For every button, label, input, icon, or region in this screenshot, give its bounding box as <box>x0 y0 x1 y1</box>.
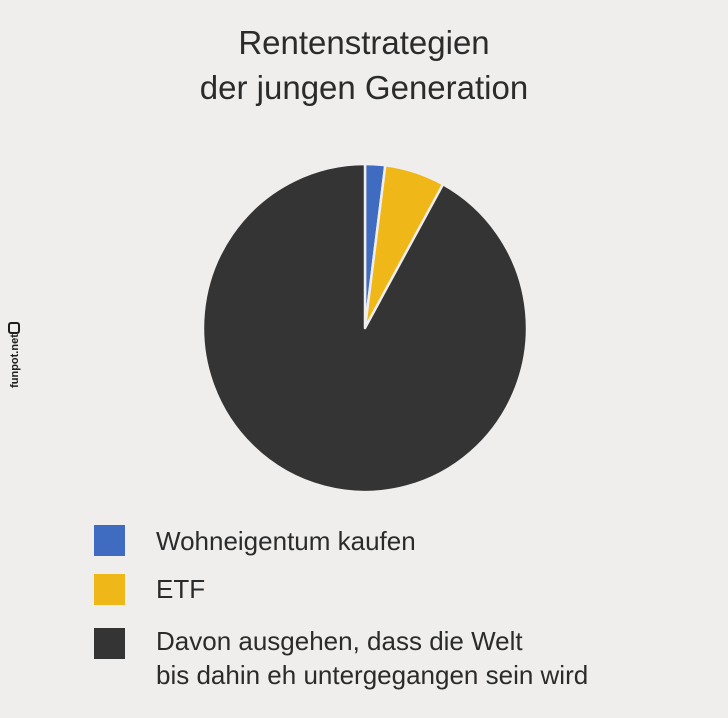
legend-swatch-weltuntergang <box>94 628 125 659</box>
chart-title: Rentenstrategien der jungen Generation <box>0 20 728 110</box>
legend-label-wohneigentum: Wohneigentum kaufen <box>156 526 416 556</box>
legend-swatch-etf <box>94 574 125 605</box>
chart-title-line-2: der jungen Generation <box>199 69 529 106</box>
chart-title-line-1: Rentenstrategien <box>238 24 490 61</box>
legend-swatch-wohneigentum <box>94 525 125 556</box>
legend-label-weltuntergang-line-1: Davon ausgehen, dass die Welt <box>156 626 523 656</box>
funpot-logo-icon <box>8 322 20 334</box>
pie-slice-weltuntergang <box>201 162 529 494</box>
pie-chart <box>201 162 529 494</box>
watermark-text: funpot.net <box>9 334 21 388</box>
legend-label-weltuntergang: Davon ausgehen, dass die Welt bis dahin … <box>156 624 588 692</box>
legend-label-etf: ETF <box>156 574 206 604</box>
legend-label-weltuntergang-line-2: bis dahin eh untergegangen sein wird <box>156 660 589 690</box>
funpot-watermark: funpot.net <box>4 318 26 402</box>
